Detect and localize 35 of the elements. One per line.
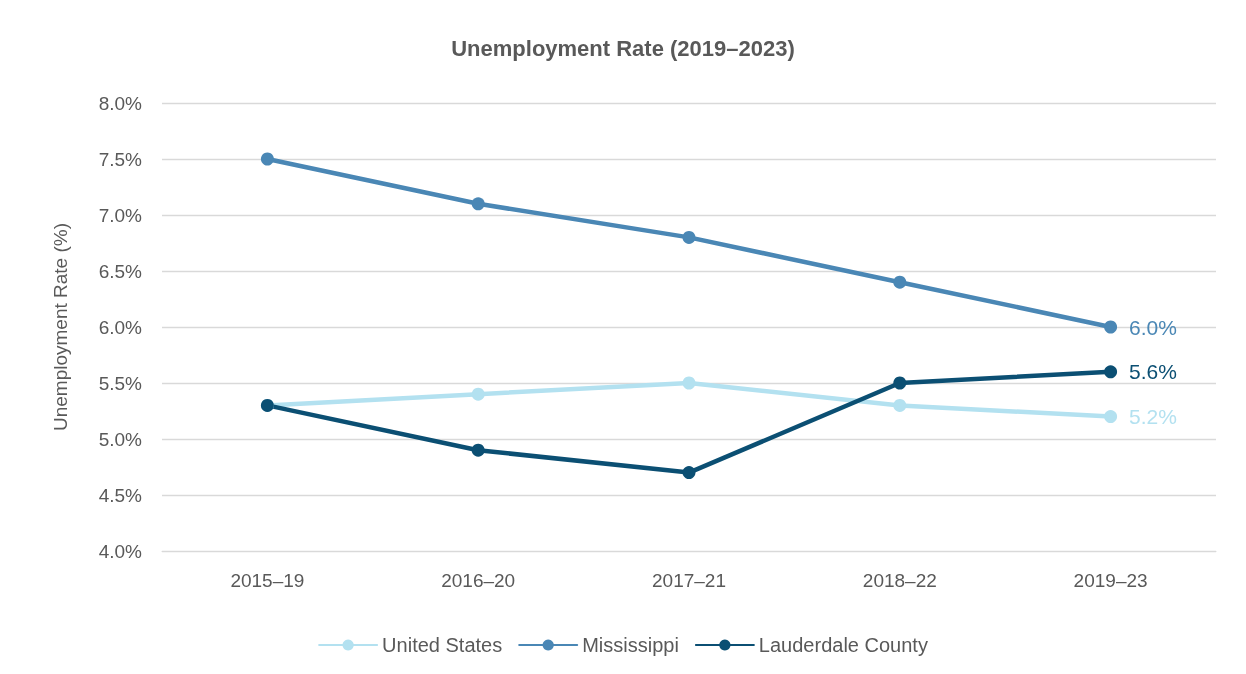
- data-label: 6.0%: [1129, 315, 1177, 339]
- y-tick-label: 7.5%: [98, 148, 143, 170]
- point: [1104, 320, 1118, 334]
- y-axis-title: Unemployment Rate (%): [50, 222, 71, 432]
- y-tick-label: 4.0%: [98, 540, 143, 562]
- point: [471, 443, 485, 457]
- point: [471, 387, 485, 401]
- point: [1104, 365, 1118, 379]
- y-tick-label: 6.5%: [98, 260, 143, 282]
- legend-label: Mississippi: [582, 634, 679, 656]
- point: [893, 398, 907, 412]
- chart-title: Unemployment Rate (2019–2023): [451, 35, 795, 61]
- point: [893, 275, 907, 289]
- legend-label: United States: [382, 634, 503, 656]
- point: [1104, 410, 1118, 424]
- y-tick-label: 4.5%: [98, 484, 143, 506]
- y-tick-label: 8.0%: [98, 92, 143, 114]
- legend-label: Lauderdale County: [758, 634, 928, 656]
- point: [682, 466, 696, 480]
- x-tick-label: 2015–19: [230, 570, 305, 591]
- point: [893, 376, 907, 390]
- data-label: 5.2%: [1129, 405, 1177, 429]
- point: [682, 230, 696, 244]
- x-tick-label: 2017–21: [652, 570, 726, 591]
- y-tick-label: 5.0%: [98, 428, 143, 450]
- x-tick-label: 2018–22: [862, 570, 937, 591]
- x-tick-label: 2019–23: [1073, 570, 1148, 591]
- point: [260, 152, 274, 166]
- y-tick-label: 5.5%: [98, 372, 143, 394]
- x-tick-label: 2016–20: [441, 570, 516, 591]
- data-label: 5.6%: [1129, 360, 1177, 384]
- point: [682, 376, 696, 390]
- point: [471, 197, 485, 211]
- y-tick-label: 6.0%: [98, 316, 143, 338]
- y-tick-label: 7.0%: [98, 204, 143, 226]
